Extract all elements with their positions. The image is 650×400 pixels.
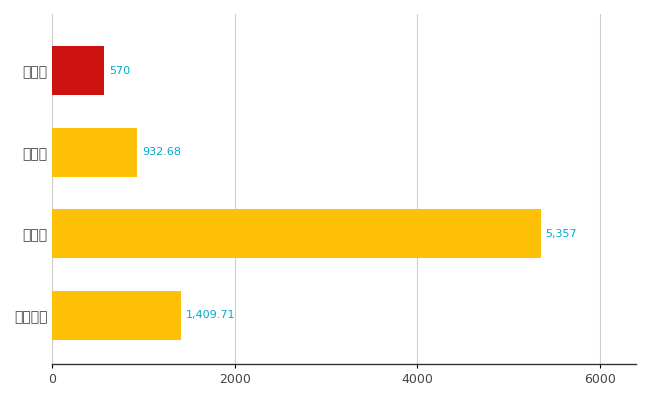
Text: 1,409.71: 1,409.71	[185, 310, 235, 320]
Bar	[52, 46, 104, 95]
Text: 932.68: 932.68	[142, 147, 181, 157]
Bar	[52, 291, 181, 340]
Bar	[52, 209, 541, 258]
Bar	[52, 128, 137, 177]
Text: 5,357: 5,357	[545, 229, 577, 239]
Text: 570: 570	[109, 66, 130, 76]
